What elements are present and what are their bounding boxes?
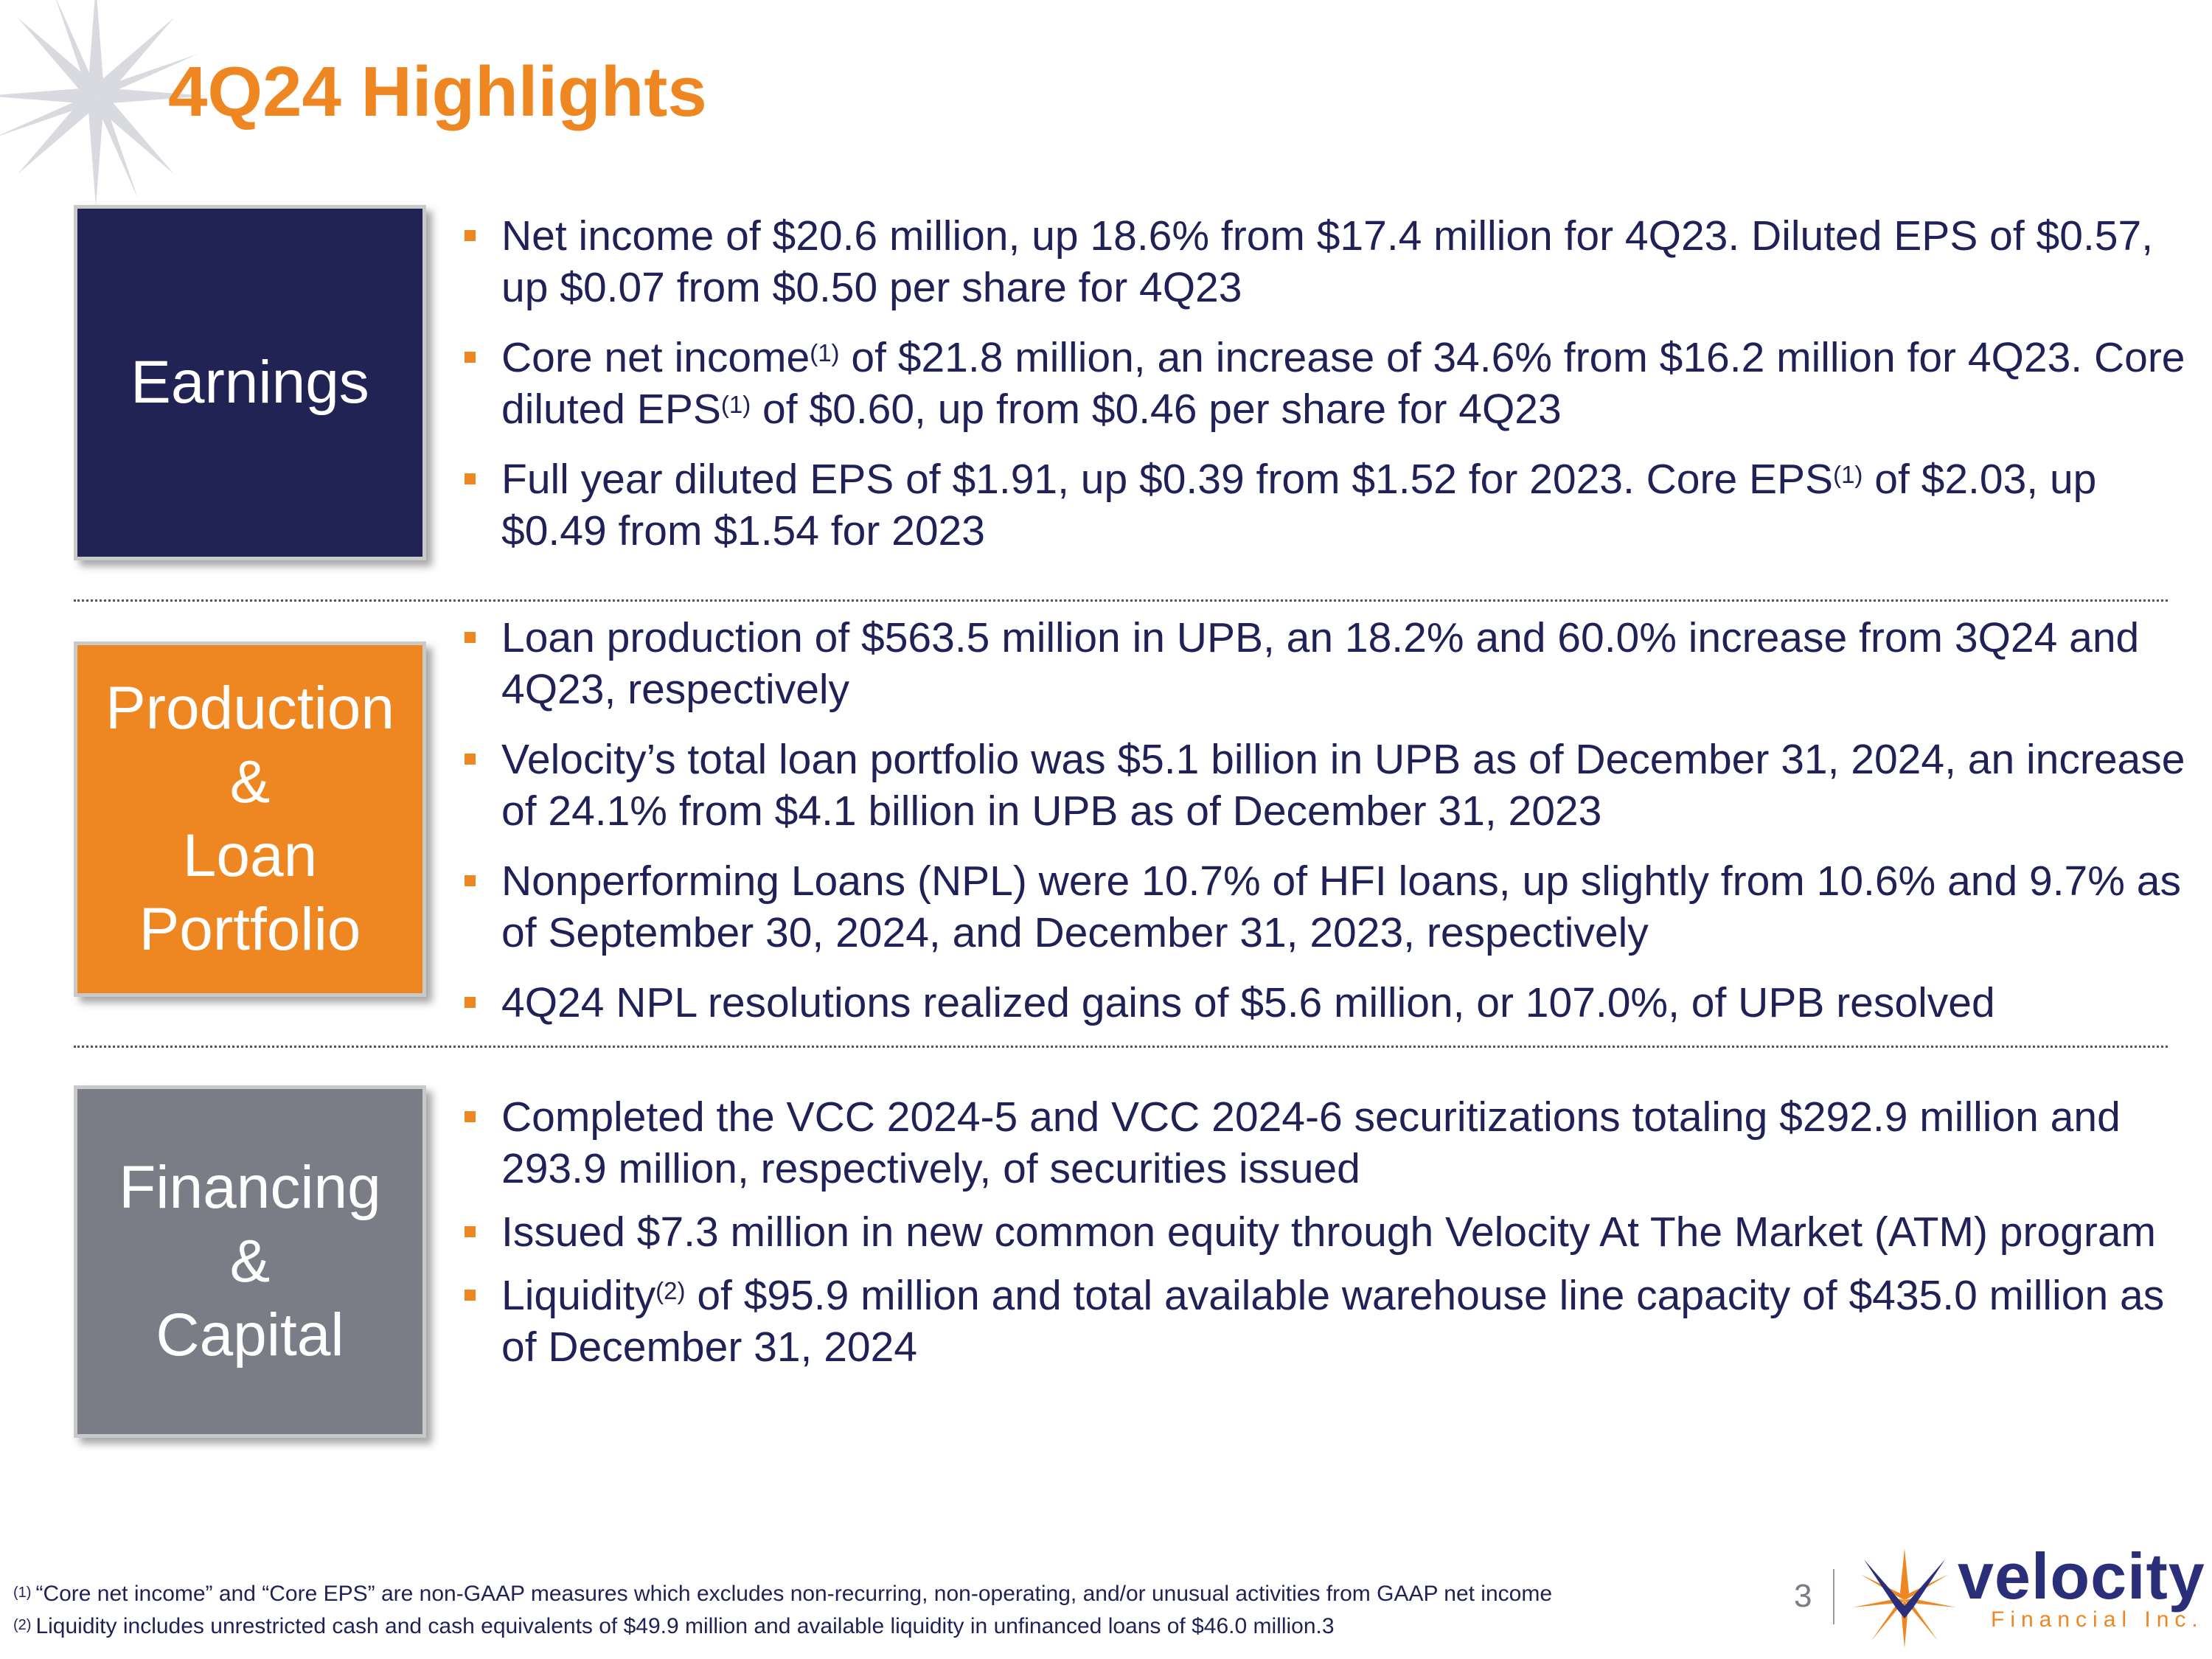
earnings-bullet-list: Net income of $20.6 million, up 18.6% fr… (465, 210, 2208, 575)
bullet-square-icon (465, 632, 476, 643)
page-title: 4Q24 Highlights (168, 52, 707, 131)
bullet-square-icon (465, 1226, 476, 1237)
velocity-logo-icon (1853, 1548, 1956, 1648)
production-bullet-list: Loan production of $563.5 million in UPB… (465, 612, 2208, 1047)
footnote-1: (1) “Core net income” and “Core EPS” are … (13, 1582, 1553, 1606)
list-item: Liquidity(2) of $95.9 million and total … (465, 1270, 2208, 1373)
list-item: Nonperforming Loans (NPL) were 10.7% of … (465, 855, 2208, 959)
bullet-square-icon (465, 875, 476, 886)
list-item: Core net income(1) of $21.8 million, an … (465, 332, 2208, 435)
footnote-2: (2) Liquidity includes unrestricted cash … (13, 1614, 1335, 1638)
section-label-production: Production & Loan Portfolio (74, 641, 426, 997)
list-item: Full year diluted EPS of $1.91, up $0.39… (465, 453, 2208, 557)
bullet-square-icon (465, 1290, 476, 1301)
bullet-square-icon (465, 997, 476, 1008)
list-item: Loan production of $563.5 million in UPB… (465, 612, 2208, 715)
footnotes: (1) “Core net income” and “Core EPS” are … (13, 1578, 1552, 1643)
bullet-square-icon (465, 473, 476, 484)
bullet-square-icon (465, 352, 476, 363)
list-item: Net income of $20.6 million, up 18.6% fr… (465, 210, 2208, 313)
section-label-earnings: Earnings (74, 205, 426, 560)
page-number-separator (1833, 1569, 1834, 1624)
logo-subtitle: Financial Inc. (1991, 1607, 2204, 1632)
list-item: Completed the VCC 2024-5 and VCC 2024-6 … (465, 1091, 2208, 1194)
bullet-square-icon (465, 754, 476, 765)
list-item: Velocity’s total loan portfolio was $5.1… (465, 734, 2208, 837)
list-item: Issued $7.3 million in new common equity… (465, 1206, 2208, 1258)
section-divider (74, 1046, 2168, 1048)
financing-bullet-list: Completed the VCC 2024-5 and VCC 2024-6 … (465, 1091, 2208, 1385)
list-item: 4Q24 NPL resolutions realized gains of $… (465, 977, 2208, 1029)
page-number: 3 (1794, 1578, 1812, 1614)
bullet-square-icon (465, 1111, 476, 1122)
section-label-financing: Financing & Capital (74, 1085, 426, 1438)
logo-wordmark: velocity (1958, 1540, 2205, 1613)
section-divider (74, 599, 2168, 602)
starburst-decoration-icon (0, 0, 206, 206)
bullet-square-icon (465, 230, 476, 241)
